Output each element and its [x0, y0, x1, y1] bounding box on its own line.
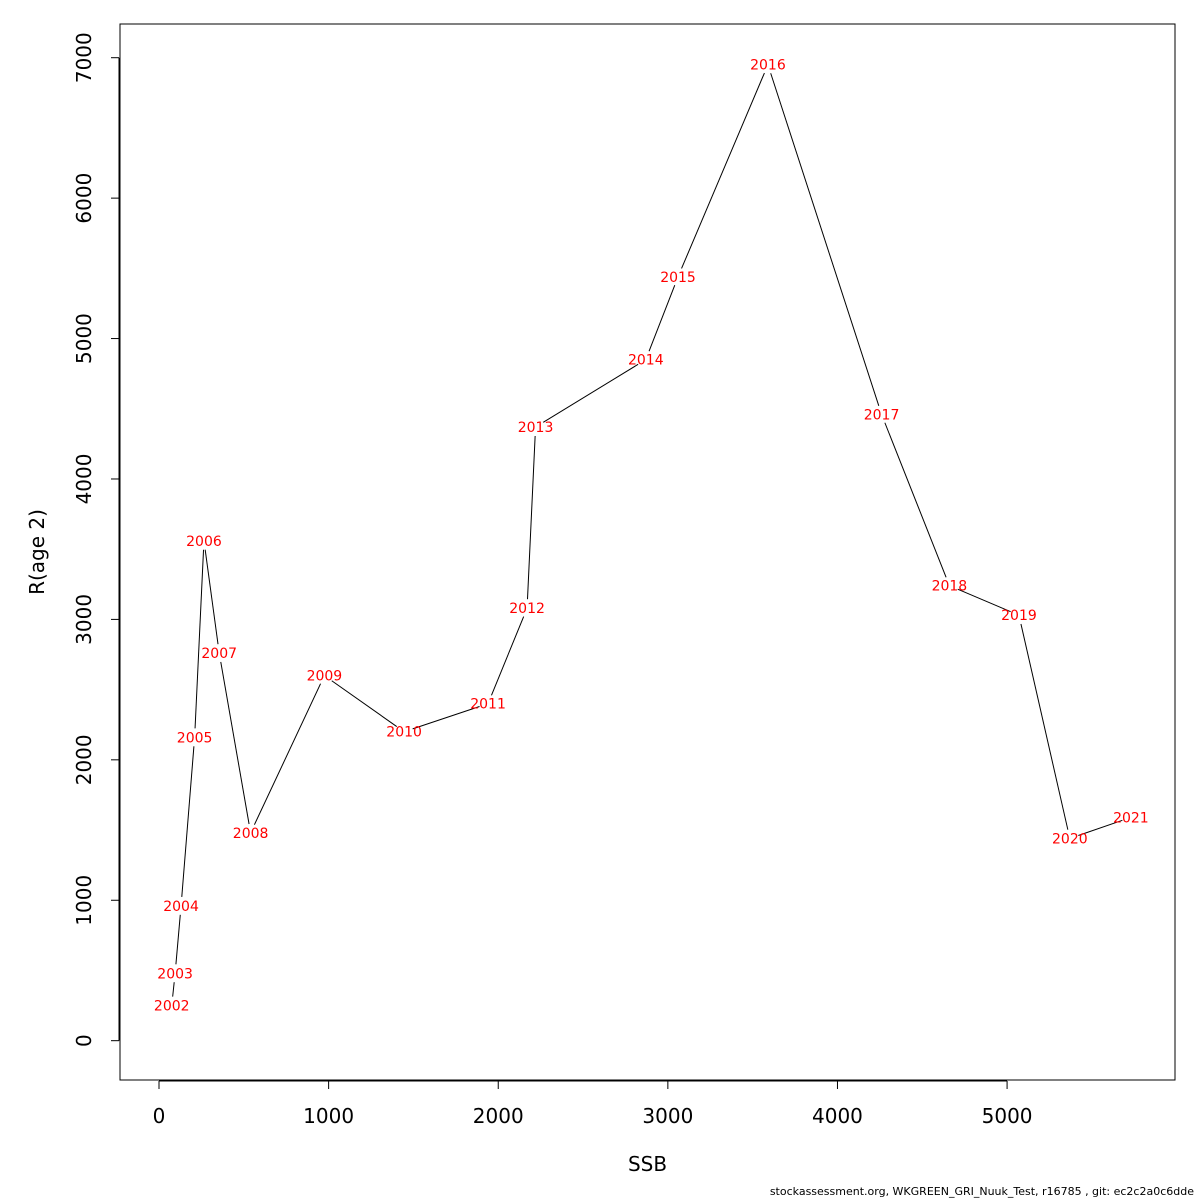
series-segment — [1078, 819, 1123, 837]
footer-credit: stockassessment.org, WKGREEN_GRI_Nuuk_Te… — [769, 1185, 1194, 1198]
point-label-2008: 2008 — [233, 826, 269, 842]
series-segment — [172, 982, 175, 997]
series-segment — [542, 363, 639, 423]
y-tick-label: 5000 — [72, 313, 96, 364]
x-tick-label: 3000 — [642, 1104, 693, 1128]
point-label-2015: 2015 — [660, 270, 696, 286]
x-tick-label: 4000 — [812, 1104, 863, 1128]
y-tick-label: 7000 — [72, 32, 96, 83]
x-tick-label: 5000 — [982, 1104, 1033, 1128]
series-segment — [526, 435, 536, 600]
point-label-2020: 2020 — [1052, 831, 1088, 847]
point-label-2002: 2002 — [154, 999, 190, 1015]
point-label-2018: 2018 — [932, 579, 968, 595]
series-segment — [884, 422, 947, 578]
x-tick-label: 0 — [153, 1104, 166, 1128]
y-tick-label: 4000 — [72, 454, 96, 505]
point-label-2009: 2009 — [307, 669, 343, 685]
y-axis: 0 1000 2000 3000 4000 5000 6000 7000 — [72, 32, 120, 1047]
series-segment — [220, 661, 250, 825]
plot-area-frame — [119, 23, 1176, 1081]
series-segment — [204, 549, 219, 645]
series-segment — [1020, 623, 1069, 830]
y-tick-label: 3000 — [72, 594, 96, 645]
point-label-2005: 2005 — [177, 730, 213, 746]
series-segment — [331, 680, 398, 727]
series-segment — [175, 914, 181, 965]
y-tick-label: 6000 — [72, 173, 96, 224]
y-tick-label: 2000 — [72, 734, 96, 785]
y-tick-label: 1000 — [72, 875, 96, 926]
series-segment — [648, 284, 676, 352]
point-label-2017: 2017 — [864, 407, 900, 423]
point-label-2016: 2016 — [750, 58, 786, 74]
point-label-2021: 2021 — [1113, 810, 1149, 826]
point-label-2007: 2007 — [201, 646, 237, 662]
point-label-2003: 2003 — [157, 966, 193, 982]
series-segment — [253, 683, 322, 825]
series-segment — [412, 706, 480, 730]
series-segment — [681, 72, 765, 269]
point-label-2014: 2014 — [628, 353, 664, 369]
series-segment — [770, 73, 880, 406]
point-label-2004: 2004 — [163, 899, 199, 915]
point-labels: 2002 2003 2004 2005 2006 2007 2008 2009 2010 2011… — [154, 58, 1149, 1015]
x-tick-label: 1000 — [303, 1104, 354, 1128]
x-axis: 0 1000 2000 3000 4000 5000 — [153, 1080, 1033, 1128]
point-label-2011: 2011 — [470, 697, 506, 713]
x-tick-label: 2000 — [473, 1104, 524, 1128]
point-label-2012: 2012 — [509, 601, 545, 617]
point-label-2010: 2010 — [386, 725, 422, 741]
series-segment — [957, 588, 1011, 613]
series-segment — [181, 746, 195, 897]
series-line — [172, 72, 1123, 997]
point-label-2019: 2019 — [1001, 608, 1037, 624]
series-segment — [194, 549, 205, 729]
point-label-2013: 2013 — [518, 420, 554, 436]
point-label-2006: 2006 — [186, 534, 222, 550]
y-axis-title: R(age 2) — [25, 509, 49, 595]
series-segment — [491, 616, 525, 696]
y-tick-label: 0 — [72, 1034, 96, 1047]
x-axis-title: SSB — [628, 1152, 667, 1176]
